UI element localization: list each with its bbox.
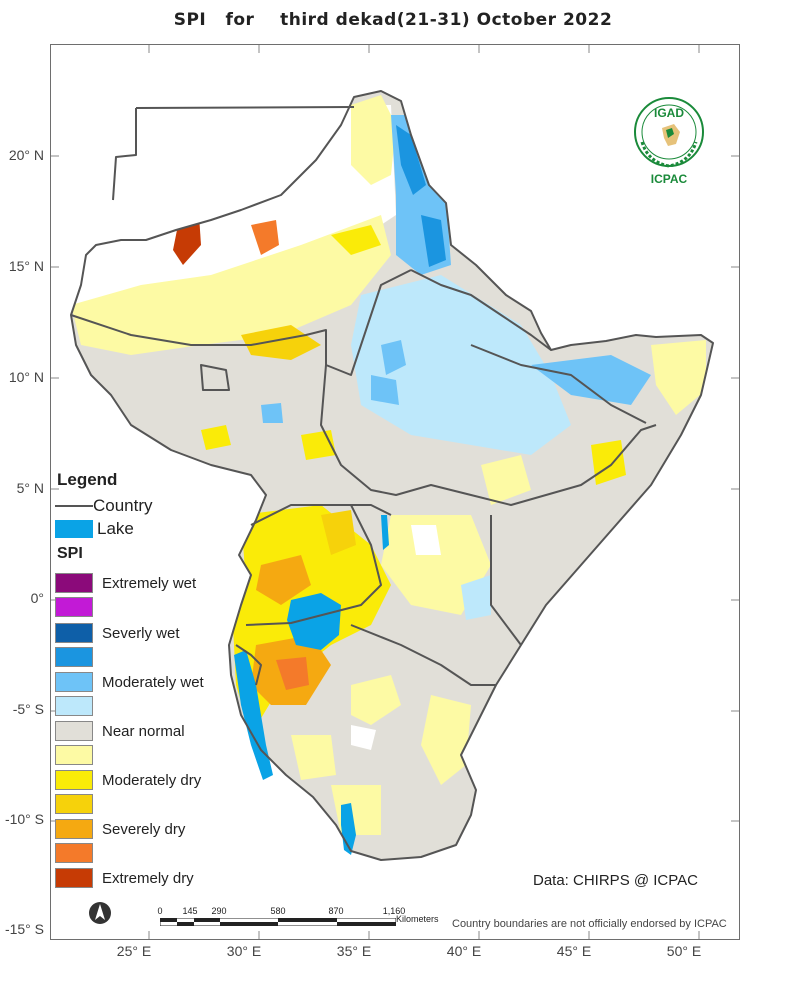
spi-swatch — [55, 647, 93, 667]
map-frame — [50, 44, 740, 940]
lat-label-10s: -10° S — [4, 811, 44, 827]
spi-swatch — [55, 573, 93, 593]
legend-class-row: Extremely wet — [55, 572, 196, 594]
scale-tick: 580 — [270, 906, 286, 916]
legend-class-row — [55, 695, 102, 717]
lake-swatch-icon — [55, 520, 93, 538]
spi-swatch — [55, 721, 93, 741]
lon-label-30e: 30° E — [226, 943, 262, 959]
spi-swatch — [55, 819, 93, 839]
scale-unit: Kilometers — [396, 914, 439, 924]
legend-lake-row: Lake — [55, 519, 134, 539]
spi-swatch — [55, 843, 93, 863]
scale-tick: 0 — [157, 906, 163, 916]
legend-class-row — [55, 646, 102, 668]
legend-heading: Legend — [57, 470, 118, 489]
boundary-disclaimer: Country boundaries are not officially en… — [452, 918, 727, 930]
spi-swatch — [55, 623, 93, 643]
spi-class-label: Severly wet — [102, 624, 180, 642]
scale-tick: 1,160 — [382, 906, 406, 916]
legend-country-row: Country — [55, 496, 153, 516]
icpac-logo: IGAD ICPAC — [628, 94, 710, 194]
lat-label-15n: 15° N — [8, 258, 44, 274]
scale-bar — [160, 918, 396, 926]
legend-class-row: Moderately dry — [55, 769, 201, 791]
legend-class-row: Severly wet — [55, 622, 180, 644]
scale-tick: 290 — [211, 906, 227, 916]
scale-tick: 145 — [182, 906, 198, 916]
legend-class-row: Severely dry — [55, 818, 185, 840]
spi-map — [51, 45, 739, 939]
lat-label-0: 0° — [30, 590, 44, 606]
lon-label-45e: 45° E — [556, 943, 592, 959]
data-credit: Data: CHIRPS @ ICPAC — [533, 872, 698, 889]
spi-swatch — [55, 597, 93, 617]
lon-label-50e: 50° E — [666, 943, 702, 959]
legend-class-row: Near normal — [55, 720, 185, 742]
lat-label-5s: -5° S — [12, 701, 44, 717]
logo-bottom-text: ICPAC — [650, 172, 688, 186]
spi-swatch — [55, 794, 93, 814]
igad-emblem-icon — [634, 97, 704, 168]
lat-label-15s: -15° S — [4, 921, 44, 937]
spi-swatch — [55, 770, 93, 790]
lon-label-40e: 40° E — [446, 943, 482, 959]
lat-label-20n: 20° N — [8, 147, 44, 163]
lat-label-5n: 5° N — [16, 480, 44, 496]
legend-class-row — [55, 744, 102, 766]
spi-swatch — [55, 745, 93, 765]
spi-class-label: Moderately wet — [102, 673, 204, 691]
legend-class-row — [55, 793, 102, 815]
logo-top-text: IGAD — [654, 106, 684, 120]
legend-spi-heading: SPI — [57, 545, 83, 562]
legend-class-row — [55, 596, 102, 618]
lon-label-35e: 35° E — [336, 943, 372, 959]
spi-patches — [71, 95, 706, 835]
lat-label-10n: 10° N — [8, 369, 44, 385]
north-arrow-icon — [89, 902, 111, 924]
legend-lake-label: Lake — [97, 519, 134, 538]
spi-class-label: Extremely wet — [102, 574, 197, 592]
legend-country-label: Country — [93, 496, 153, 515]
legend-class-row: Extremely dry — [55, 867, 194, 889]
map-title: SPI for third dekad(21-31) October 2022 — [173, 10, 613, 30]
spi-swatch — [55, 868, 93, 888]
lake-turkana — [381, 515, 389, 550]
country-line-icon — [55, 505, 93, 507]
legend-class-row: Moderately wet — [55, 671, 204, 693]
lake-victoria — [287, 593, 341, 650]
country-borders — [70, 90, 714, 861]
lake-tanganyika — [234, 650, 273, 780]
spi-class-label: Near normal — [102, 722, 185, 740]
spi-swatch — [55, 672, 93, 692]
spi-swatch — [55, 696, 93, 716]
spi-class-label: Severely dry — [102, 820, 186, 838]
spi-class-label: Extremely dry — [102, 869, 194, 887]
scale-tick: 870 — [328, 906, 344, 916]
legend-class-row — [55, 842, 102, 864]
lon-label-25e: 25° E — [116, 943, 152, 959]
spi-class-label: Moderately dry — [102, 771, 202, 789]
